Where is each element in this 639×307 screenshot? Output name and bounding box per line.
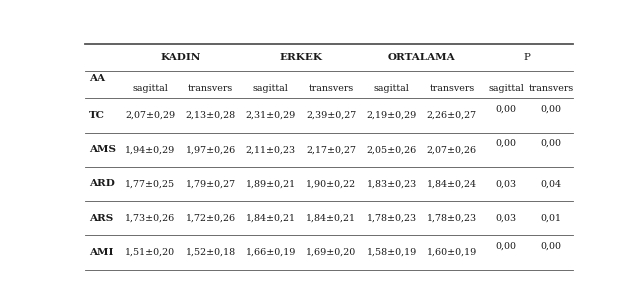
Text: 1,78±0,23: 1,78±0,23 (367, 214, 417, 223)
Text: 2,07±0,29: 2,07±0,29 (125, 111, 175, 120)
Text: 0,03: 0,03 (495, 214, 516, 223)
Text: 2,07±0,26: 2,07±0,26 (427, 145, 477, 154)
Text: 1,78±0,23: 1,78±0,23 (427, 214, 477, 223)
Text: 2,05±0,26: 2,05±0,26 (366, 145, 417, 154)
Text: 0,00: 0,00 (541, 139, 562, 148)
Text: 1,69±0,20: 1,69±0,20 (306, 248, 357, 257)
Text: ARS: ARS (89, 214, 113, 223)
Text: 0,04: 0,04 (541, 180, 562, 188)
Text: P: P (524, 53, 531, 62)
Text: sagittal: sagittal (374, 84, 410, 93)
Text: AMS: AMS (89, 145, 116, 154)
Text: sagittal: sagittal (132, 84, 168, 93)
Text: 2,13±0,28: 2,13±0,28 (185, 111, 236, 120)
Text: 1,60±0,19: 1,60±0,19 (427, 248, 477, 257)
Text: 1,73±0,26: 1,73±0,26 (125, 214, 175, 223)
Text: 1,97±0,26: 1,97±0,26 (185, 145, 236, 154)
Text: AA: AA (89, 74, 105, 83)
Text: transvers: transvers (309, 84, 354, 93)
Text: ERKEK: ERKEK (280, 53, 323, 62)
Text: 1,94±0,29: 1,94±0,29 (125, 145, 175, 154)
Text: ORTALAMA: ORTALAMA (388, 53, 456, 62)
Text: 2,39±0,27: 2,39±0,27 (306, 111, 357, 120)
Text: 2,31±0,29: 2,31±0,29 (246, 111, 296, 120)
Text: sagittal: sagittal (488, 84, 524, 93)
Text: KADIN: KADIN (160, 53, 201, 62)
Text: 2,26±0,27: 2,26±0,27 (427, 111, 477, 120)
Text: 1,58±0,19: 1,58±0,19 (366, 248, 417, 257)
Text: 0,03: 0,03 (495, 180, 516, 188)
Text: 0,00: 0,00 (495, 105, 516, 114)
Text: sagittal: sagittal (253, 84, 289, 93)
Text: 2,11±0,23: 2,11±0,23 (246, 145, 296, 154)
Text: transvers: transvers (528, 84, 574, 93)
Text: 1,83±0,23: 1,83±0,23 (366, 180, 417, 188)
Text: 0,00: 0,00 (495, 242, 516, 251)
Text: transvers: transvers (429, 84, 475, 93)
Text: 1,84±0,21: 1,84±0,21 (246, 214, 296, 223)
Text: 1,90±0,22: 1,90±0,22 (306, 180, 357, 188)
Text: transvers: transvers (188, 84, 233, 93)
Text: 1,72±0,26: 1,72±0,26 (185, 214, 236, 223)
Text: 1,66±0,19: 1,66±0,19 (246, 248, 296, 257)
Text: 1,51±0,20: 1,51±0,20 (125, 248, 175, 257)
Text: 0,01: 0,01 (541, 214, 562, 223)
Text: 0,00: 0,00 (541, 105, 562, 114)
Text: 0,00: 0,00 (541, 242, 562, 251)
Text: ARD: ARD (89, 180, 115, 188)
Text: 1,52±0,18: 1,52±0,18 (185, 248, 236, 257)
Text: 1,84±0,24: 1,84±0,24 (427, 180, 477, 188)
Text: 1,79±0,27: 1,79±0,27 (185, 180, 236, 188)
Text: 1,89±0,21: 1,89±0,21 (246, 180, 296, 188)
Text: 1,77±0,25: 1,77±0,25 (125, 180, 175, 188)
Text: 1,84±0,21: 1,84±0,21 (306, 214, 356, 223)
Text: AMI: AMI (89, 248, 114, 257)
Text: TC: TC (89, 111, 105, 120)
Text: 0,00: 0,00 (495, 139, 516, 148)
Text: 2,19±0,29: 2,19±0,29 (366, 111, 417, 120)
Text: 2,17±0,27: 2,17±0,27 (306, 145, 356, 154)
